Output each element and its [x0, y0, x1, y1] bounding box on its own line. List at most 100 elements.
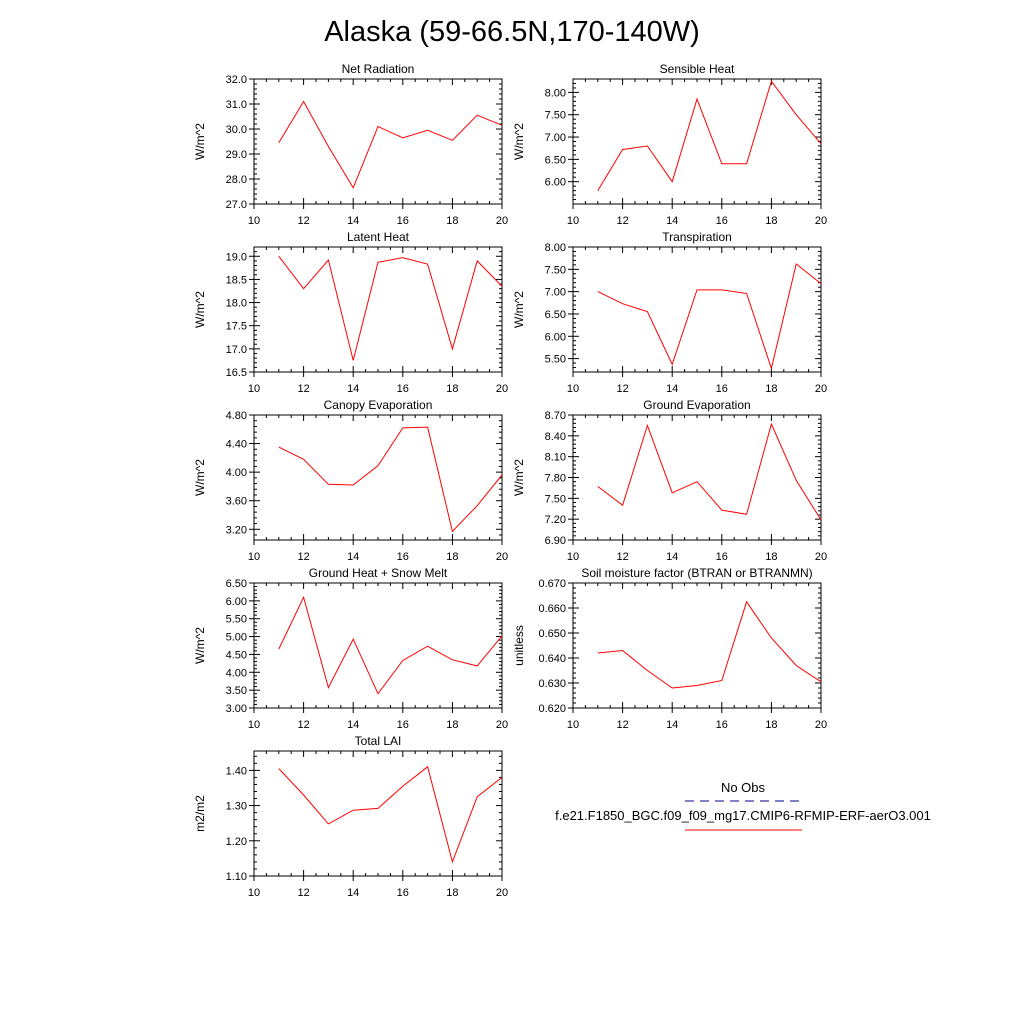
panels-container: Net Radiation W/m^2 10 12 14 16 18 20 27.0 28.0 29…: [193, 62, 827, 899]
y-tick-label: 8.40: [545, 431, 566, 443]
y-tick-label: 18.0: [226, 298, 247, 310]
chart-panel: Net Radiation W/m^2 10 12 14 16 18 20 27.0 28.0 29…: [193, 62, 508, 227]
y-tick-label: 5.50: [545, 354, 566, 366]
y-tick-label: 7.80: [545, 473, 566, 485]
y-tick-label: 17.5: [226, 321, 247, 333]
y-tick-label: 8.00: [545, 87, 566, 99]
x-tick-label: 18: [765, 215, 777, 227]
y-tick-label: 3.60: [226, 496, 247, 508]
x-tick-label: 12: [616, 383, 628, 395]
x-tick-label: 14: [347, 383, 359, 395]
y-tick-label: 7.00: [545, 132, 566, 144]
x-tick-label: 18: [446, 215, 458, 227]
chart-panel: Ground Evaporation W/m^2 10 12 14 16 18 20 6.90 7…: [512, 398, 827, 563]
y-tick-label: 6.00: [545, 331, 566, 343]
y-tick-label: 17.0: [226, 344, 247, 356]
x-tick-label: 14: [347, 551, 359, 563]
x-tick-label: 16: [397, 551, 409, 563]
legend-model-label: f.e21.F1850_BGC.f09_f09_mg17.CMIP6-RFMIP…: [555, 808, 931, 823]
y-axis-label: W/m^2: [193, 291, 207, 328]
x-tick-label: 10: [248, 551, 260, 563]
x-tick-label: 18: [765, 719, 777, 731]
x-tick-label: 18: [765, 383, 777, 395]
plot-frame: [253, 414, 503, 541]
x-tick-label: 16: [716, 215, 728, 227]
y-axis-label: W/m^2: [512, 459, 526, 496]
plot-frame: [572, 414, 822, 541]
x-tick-label: 14: [666, 215, 678, 227]
chart-panel: Sensible Heat W/m^2 10 12 14 16 18 20 6.00 6.50 7.…: [512, 62, 827, 227]
x-tick-label: 16: [716, 719, 728, 731]
series-line: [278, 595, 503, 695]
legend: No Obs f.e21.F1850_BGC.f09_f09_mg17.CMIP…: [555, 780, 931, 831]
panel-title: Transpiration: [662, 230, 732, 244]
y-tick-label: 5.00: [226, 632, 247, 644]
legend-obs-label: No Obs: [721, 780, 766, 795]
series-line: [597, 263, 822, 371]
y-tick-label: 3.00: [226, 703, 247, 715]
x-tick-label: 16: [716, 551, 728, 563]
x-tick-label: 10: [248, 719, 260, 731]
x-tick-label: 20: [815, 383, 827, 395]
plot-frame: [253, 582, 503, 709]
x-tick-label: 10: [567, 719, 579, 731]
panel-title: Soil moisture factor (BTRAN or BTRANMN): [581, 566, 812, 580]
plot-frame: [572, 582, 822, 709]
y-tick-label: 3.50: [226, 685, 247, 697]
y-tick-label: 8.00: [545, 242, 566, 254]
y-tick-label: 6.00: [545, 177, 566, 189]
y-tick-label: 7.50: [545, 110, 566, 122]
y-tick-label: 28.0: [226, 174, 247, 186]
y-tick-label: 27.0: [226, 199, 247, 211]
y-tick-label: 5.50: [226, 614, 247, 626]
y-tick-label: 30.0: [226, 124, 247, 136]
chart-panel: Transpiration W/m^2 10 12 14 16 18 20 5.50 6.00 6.…: [512, 230, 827, 395]
panel-title: Ground Heat + Snow Melt: [309, 566, 448, 580]
y-tick-label: 19.0: [226, 251, 247, 263]
series-line: [278, 100, 503, 189]
y-tick-label: 6.00: [226, 596, 247, 608]
x-tick-label: 10: [567, 383, 579, 395]
plot-frame: [253, 750, 503, 877]
x-tick-label: 10: [567, 215, 579, 227]
y-tick-label: 7.20: [545, 514, 566, 526]
y-tick-label: 16.5: [226, 367, 247, 379]
y-axis-label: W/m^2: [512, 291, 526, 328]
x-tick-label: 16: [716, 383, 728, 395]
x-tick-label: 12: [616, 551, 628, 563]
chart-panel: Soil moisture factor (BTRAN or BTRANMN) u…: [512, 566, 827, 731]
y-tick-label: 1.10: [226, 871, 247, 883]
x-tick-label: 14: [666, 719, 678, 731]
y-tick-label: 4.80: [226, 410, 247, 422]
x-tick-label: 12: [297, 719, 309, 731]
x-tick-label: 14: [347, 719, 359, 731]
series-line: [597, 80, 822, 191]
y-tick-label: 32.0: [226, 74, 247, 86]
panel-title: Ground Evaporation: [643, 398, 750, 412]
y-tick-label: 8.10: [545, 452, 566, 464]
x-tick-label: 18: [446, 719, 458, 731]
y-tick-label: 3.20: [226, 524, 247, 536]
x-tick-label: 16: [397, 215, 409, 227]
y-tick-label: 0.630: [538, 678, 566, 690]
y-tick-label: 0.670: [538, 578, 566, 590]
chart-panel: Total LAI m2/m2 10 12 14 16 18 20 1.10 1.20 1.30 1.…: [193, 734, 508, 899]
chart-panel: Ground Heat + Snow Melt W/m^2 10 12 14 16 18 20…: [193, 566, 508, 731]
x-tick-label: 20: [815, 215, 827, 227]
y-tick-label: 31.0: [226, 99, 247, 111]
series-line: [278, 255, 503, 361]
x-tick-label: 20: [496, 383, 508, 395]
y-tick-label: 1.40: [226, 765, 247, 777]
y-axis-label: W/m^2: [193, 459, 207, 496]
x-tick-label: 18: [446, 383, 458, 395]
y-axis-label: m2/m2: [193, 795, 207, 832]
x-tick-label: 12: [616, 719, 628, 731]
x-tick-label: 12: [616, 215, 628, 227]
y-axis-label: W/m^2: [193, 123, 207, 160]
y-tick-label: 6.50: [545, 154, 566, 166]
x-tick-label: 20: [815, 551, 827, 563]
x-tick-label: 10: [248, 383, 260, 395]
x-tick-label: 20: [496, 719, 508, 731]
plot-frame: [572, 246, 822, 373]
x-tick-label: 18: [446, 551, 458, 563]
